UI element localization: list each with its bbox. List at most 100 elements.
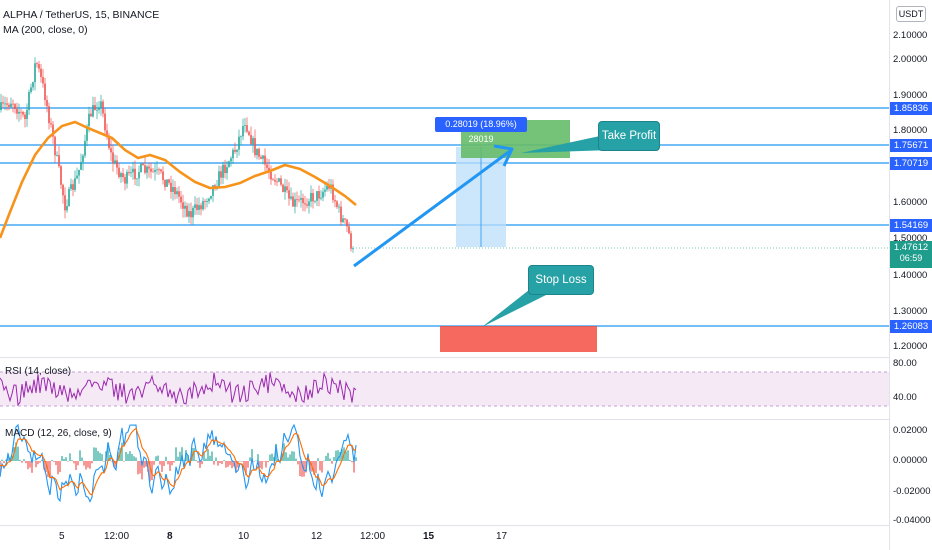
candle-body xyxy=(290,196,292,199)
candle-body xyxy=(204,201,206,202)
macd-histogram-bar xyxy=(41,459,43,461)
macd-histogram-bar xyxy=(213,461,215,465)
candle-body xyxy=(208,198,210,202)
macd-histogram-bar xyxy=(19,459,21,461)
candle-body xyxy=(248,131,250,136)
symbol-title[interactable]: ALPHA / TetherUS, 15, BINANCE xyxy=(3,9,160,21)
candle-body xyxy=(218,171,220,187)
candle-body xyxy=(168,179,170,183)
candle-body xyxy=(186,205,188,217)
rsi-label[interactable]: RSI (14, close) xyxy=(5,366,72,377)
candle-body xyxy=(190,211,192,218)
candle-body xyxy=(220,171,222,178)
candle-body xyxy=(80,161,82,170)
candle-body xyxy=(176,191,178,195)
macd-histogram-bar xyxy=(263,461,265,462)
macd-axis-label: -0.02000 xyxy=(893,486,931,497)
macd-histogram-bar xyxy=(17,446,19,461)
macd-histogram-bar xyxy=(273,456,275,461)
candle-body xyxy=(72,184,74,190)
candle-body xyxy=(6,103,8,105)
candle-body xyxy=(134,168,136,180)
macd-histogram-bar xyxy=(321,461,323,473)
candle-body xyxy=(326,185,328,190)
candle-body xyxy=(50,123,52,125)
macd-histogram-bar xyxy=(209,455,211,461)
candle-body xyxy=(102,101,104,114)
candle-body xyxy=(310,192,312,202)
current-price-value: 1.47612 xyxy=(893,242,929,253)
price-axis-label: 1.30000 xyxy=(893,306,928,317)
macd-histogram-bar xyxy=(245,461,247,476)
candle-body xyxy=(304,203,306,205)
candle-body xyxy=(132,168,134,173)
currency-button[interactable]: USDT xyxy=(896,6,926,22)
level-price-tag[interactable]: 1.54169 xyxy=(890,219,932,232)
level-price-tag[interactable]: 1.75671 xyxy=(890,139,932,152)
candle-body xyxy=(274,179,276,182)
rsi-axis-label: 40.00 xyxy=(893,392,917,403)
price-axis-label: 2.00000 xyxy=(893,54,928,65)
candle-body xyxy=(254,138,256,156)
macd-histogram-bar xyxy=(347,450,349,461)
candle-body xyxy=(212,185,214,196)
candle-body xyxy=(60,166,62,185)
macd-histogram-bar xyxy=(121,442,123,461)
macd-histogram-bar xyxy=(301,461,303,477)
candle-body xyxy=(336,201,338,207)
macd-histogram-bar xyxy=(131,454,133,461)
candle-body xyxy=(42,77,44,84)
macd-histogram-bar xyxy=(313,461,315,475)
candle-body xyxy=(74,178,76,190)
bar-countdown: 06:59 xyxy=(899,253,923,263)
stop-loss-callout[interactable]: Stop Loss xyxy=(528,265,594,295)
macd-histogram-bar xyxy=(255,460,257,462)
macd-histogram-bar xyxy=(285,452,287,461)
candle-body xyxy=(236,149,238,152)
candle-body xyxy=(94,105,96,111)
macd-histogram-bar xyxy=(251,449,253,461)
macd-histogram-bar xyxy=(165,456,167,461)
level-price-tag[interactable]: 1.70719 xyxy=(890,157,932,170)
macd-histogram-bar xyxy=(151,461,153,480)
macd-histogram-bar xyxy=(69,453,71,461)
macd-histogram-bar xyxy=(65,457,67,461)
candle-body xyxy=(318,191,320,199)
macd-histogram-bar xyxy=(317,458,319,461)
candle-body xyxy=(158,169,160,171)
candle-body xyxy=(294,199,296,207)
candle-body xyxy=(48,106,50,124)
level-price-tag[interactable]: 1.85836 xyxy=(890,102,932,115)
position-label[interactable]: 0.28019 (18.96%) 28019 xyxy=(435,117,527,144)
candle-body xyxy=(76,175,78,179)
macd-histogram-bar xyxy=(171,461,173,466)
macd-histogram-bar xyxy=(345,451,347,461)
macd-histogram-bar xyxy=(57,461,59,475)
ma-indicator-label[interactable]: MA (200, close, 0) xyxy=(3,24,88,36)
trend-arrow-head xyxy=(493,144,514,167)
level-price-tag[interactable]: 1.26083 xyxy=(890,320,932,333)
trend-arrow[interactable] xyxy=(353,149,511,268)
macd-histogram-bar xyxy=(271,453,273,461)
macd-label[interactable]: MACD (12, 26, close, 9) xyxy=(5,428,112,439)
macd-histogram-bar xyxy=(223,460,225,461)
macd-histogram-bar xyxy=(67,461,69,462)
macd-histogram-bar xyxy=(221,461,223,464)
macd-histogram-bar xyxy=(353,461,355,473)
macd-histogram-bar xyxy=(153,461,155,465)
take-profit-callout[interactable]: Take Profit xyxy=(598,121,660,151)
macd-histogram-bar xyxy=(157,455,159,461)
stop-loss-box[interactable] xyxy=(440,326,597,352)
macd-histogram-bar xyxy=(231,461,233,469)
macd-histogram-bar xyxy=(351,461,353,463)
macd-histogram-bar xyxy=(51,459,53,461)
candle-body xyxy=(280,178,282,185)
macd-histogram-bar xyxy=(179,451,181,461)
macd-histogram-bar xyxy=(31,461,33,473)
candle-body xyxy=(160,169,162,172)
macd-histogram-bar xyxy=(261,461,263,470)
macd-histogram-bar xyxy=(103,461,105,462)
candle-body xyxy=(68,188,70,207)
